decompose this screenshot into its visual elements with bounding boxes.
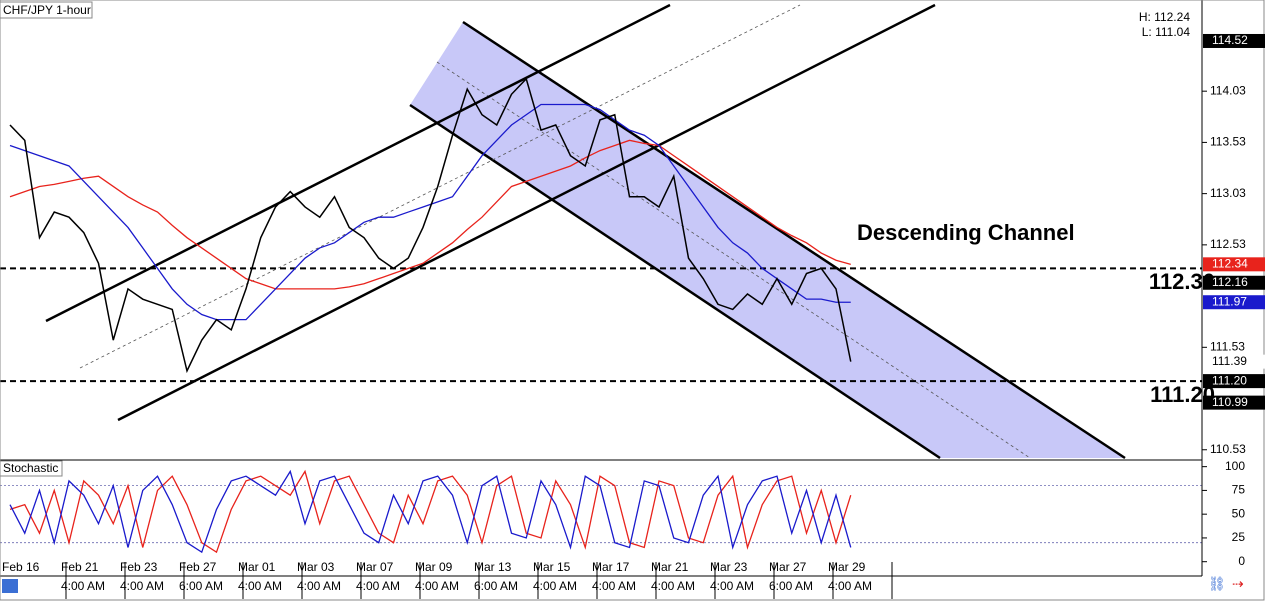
x-tick-label: Feb 16	[2, 560, 40, 574]
y-tick-label: 111.53	[1210, 339, 1245, 353]
y-tick-label: 110.53	[1210, 442, 1246, 456]
series-line	[9, 139, 851, 290]
x-tick-label: Mar 23	[710, 560, 748, 574]
x-tick-label: Mar 17	[592, 560, 630, 574]
x-tick-label: Mar 01	[238, 560, 276, 574]
y-tick-label: 113.03	[1210, 186, 1246, 200]
price-tag-label: 111.20	[1212, 373, 1247, 387]
y-tick-label: 100	[1225, 459, 1245, 473]
high-text: H: 112.24	[1139, 10, 1190, 24]
link-icon[interactable]: ⛓	[1208, 576, 1226, 592]
price-tag-label: 112.16	[1212, 275, 1248, 289]
x-time-label: 6:00 AM	[769, 579, 813, 593]
y-tick-label: 112.53	[1210, 237, 1246, 251]
series-line	[9, 469, 852, 554]
x-time-label: 4:00 AM	[415, 579, 459, 593]
x-tick-label: Mar 03	[297, 560, 335, 574]
x-tick-label: Mar 07	[356, 560, 394, 574]
plot	[0, 77, 1202, 554]
x-time-label: 4:00 AM	[592, 579, 636, 593]
price-tag-label: 114.52	[1212, 33, 1248, 47]
x-time-label: 4:00 AM	[120, 579, 164, 593]
price-tag-label: 112.34	[1212, 256, 1248, 270]
price-tag	[1203, 295, 1265, 310]
x-time-label: 4:00 AM	[356, 579, 400, 593]
trend-lower	[117, 3, 936, 422]
x-time-label: 4:00 AM	[61, 579, 105, 593]
y-tick-label: 50	[1232, 506, 1246, 520]
x-tick-label: Mar 15	[533, 560, 571, 574]
y-tick-label: 25	[1232, 530, 1246, 544]
x-tick-label: Mar 27	[769, 560, 807, 574]
chart-title: CHF/JPY 1-hour	[3, 3, 91, 17]
x-time-label: 4:00 AM	[238, 579, 282, 593]
x-tick-label: Mar 13	[474, 560, 512, 574]
trend-mid	[79, 4, 801, 369]
x-tick-label: Feb 27	[179, 560, 217, 574]
y-tick-label: 0	[1238, 554, 1245, 568]
channel-shade	[410, 22, 1125, 458]
stoch-title-box	[0, 460, 63, 477]
x-tick-label: Feb 23	[120, 560, 158, 574]
x-time-label: 4:00 AM	[297, 579, 341, 593]
channel-mid	[436, 61, 1031, 459]
stoch-title: Stochastic	[3, 461, 58, 475]
price-tag-label: 110.99	[1212, 395, 1248, 409]
title-box	[0, 1, 93, 19]
price-tag	[1203, 374, 1265, 389]
menu-icon[interactable]	[2, 579, 18, 593]
x-time-label: 4:00 AM	[828, 579, 872, 593]
x-tick-label: Mar 09	[415, 560, 453, 574]
price-tag	[1203, 354, 1265, 369]
annotation: Descending Channel	[857, 220, 1075, 245]
y-tick-label: 75	[1232, 483, 1246, 497]
x-time-label: 4:00 AM	[651, 579, 695, 593]
series-line	[9, 77, 852, 374]
y-tick-label: 113.53	[1210, 135, 1246, 149]
x-tick-label: Mar 29	[828, 560, 866, 574]
price-tag-label: 111.39	[1212, 354, 1247, 368]
low-text: L: 111.04	[1142, 25, 1191, 39]
series-line	[9, 103, 851, 321]
x-time-label: 4:00 AM	[533, 579, 577, 593]
x-time-label: 6:00 AM	[474, 579, 518, 593]
arrow-icon[interactable]: ⇢	[1232, 576, 1244, 592]
price-tag	[1203, 33, 1265, 48]
x-tick-label: Feb 21	[61, 560, 99, 574]
x-time-label: 4:00 AM	[710, 579, 754, 593]
series-line	[9, 469, 852, 554]
channel-lower	[409, 103, 941, 460]
price-tag	[1203, 257, 1265, 272]
price-tag	[1203, 275, 1265, 290]
price-tag-label: 111.97	[1212, 294, 1247, 308]
x-tick-label: Mar 21	[651, 560, 689, 574]
y-tick-label: 114.03	[1210, 83, 1246, 97]
x-time-label: 6:00 AM	[179, 579, 223, 593]
channel-upper	[462, 20, 1126, 460]
price-tag	[1203, 395, 1265, 410]
